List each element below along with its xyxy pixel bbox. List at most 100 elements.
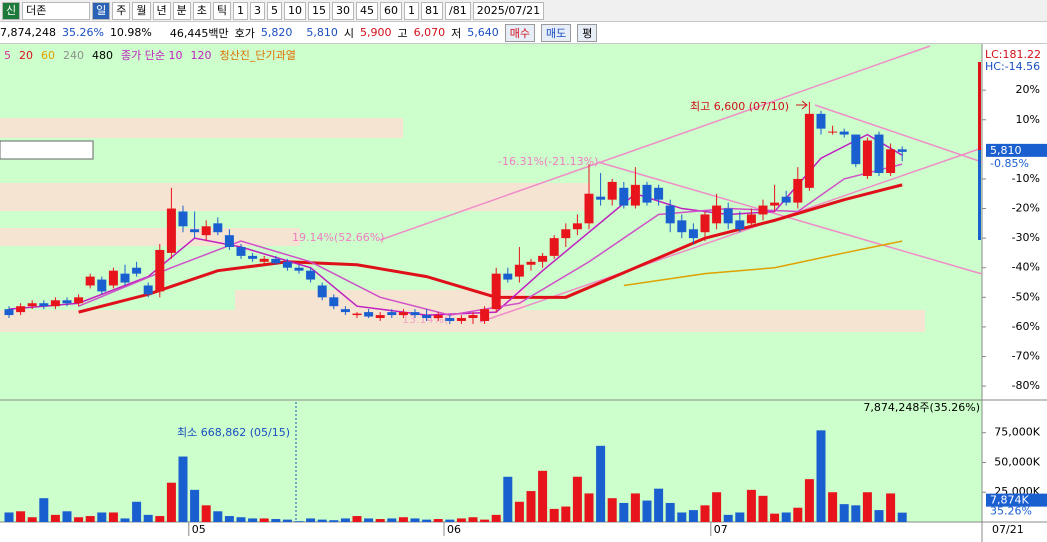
volume-bar	[398, 517, 408, 522]
volume-bar	[259, 518, 269, 522]
candle-body	[387, 312, 397, 316]
volume-bar	[306, 518, 316, 522]
candle-body	[654, 187, 664, 200]
price-pane	[0, 44, 982, 400]
volume-bar	[456, 518, 466, 522]
y-tick-label: -30%	[1012, 231, 1040, 244]
amount: 46,445백만	[169, 26, 229, 40]
x-tick-label: 05	[192, 523, 206, 536]
avg-button[interactable]: 평	[577, 23, 598, 42]
legend: 5 20 60 240 480 종가 단순 10 120 청산진_단기과열	[4, 49, 296, 62]
volume-bar	[561, 506, 571, 522]
volume-turnover-label: 35.26%	[990, 505, 1032, 518]
candle-body	[364, 312, 374, 317]
volume-profile	[0, 118, 925, 332]
candle-body	[62, 300, 72, 304]
legend-item: 120	[190, 49, 211, 62]
candle-body	[74, 297, 84, 304]
candle-body	[294, 267, 304, 271]
sell-button[interactable]: 매도	[541, 23, 572, 42]
candle-body	[607, 181, 617, 200]
toolbar-item[interactable]: 년	[152, 1, 171, 20]
open-label: 시	[343, 26, 354, 40]
volume-bar	[39, 498, 49, 522]
chart: 19.14%(52.66%) -16.31%(-21.13%) 13.14%(-…	[0, 44, 1047, 542]
moving-average	[78, 163, 903, 316]
toolbar-item[interactable]: 81	[421, 1, 443, 20]
volume-bar	[166, 482, 176, 522]
toolbar-item[interactable]: 월	[132, 1, 151, 20]
volume: 7,874,248	[0, 26, 56, 39]
legend-item: 5	[4, 49, 11, 62]
volume-bar	[572, 476, 582, 522]
toolbar-item[interactable]: 3	[250, 1, 265, 20]
toolbar-item[interactable]: 1	[404, 1, 419, 20]
candle-body	[166, 208, 176, 253]
candle-body	[178, 211, 188, 227]
candle-body	[4, 309, 14, 316]
profile-band	[0, 228, 300, 246]
candle-body	[735, 220, 745, 230]
toolbar-item[interactable]: 초	[192, 1, 211, 20]
candle-body	[39, 303, 49, 307]
y-tick-label: 20%	[1016, 83, 1040, 96]
candle-body	[572, 223, 582, 230]
input-box	[0, 140, 94, 160]
bid: 5,810	[306, 26, 338, 39]
legend-item: 종가 단순 10	[121, 49, 182, 62]
candle-body	[468, 315, 478, 319]
toolbar-item[interactable]: 60	[380, 1, 402, 20]
price-tag-label: 5,810	[990, 144, 1022, 157]
toolbar-item[interactable]: /81	[445, 1, 471, 20]
volume-bar	[317, 519, 327, 522]
toolbar-item[interactable]: 신	[2, 1, 21, 20]
candle-body	[213, 223, 223, 233]
volume-bar	[132, 501, 142, 522]
toolbar-item[interactable]: 30	[332, 1, 354, 20]
candle-body	[712, 205, 722, 224]
toolbar-item[interactable]: 분	[172, 1, 191, 20]
toolbar-item[interactable]: 5	[267, 1, 282, 20]
x-tick-label: 07/21	[992, 523, 1024, 536]
volume-bar	[630, 493, 640, 522]
y-tick-label: -50%	[1012, 290, 1040, 303]
toolbar-item[interactable]: 15	[308, 1, 330, 20]
volume-total: 7,874,248주(35.26%)	[863, 401, 980, 414]
candle-body	[16, 306, 26, 313]
y-tick-label: 50,000K	[994, 455, 1040, 468]
volume-bar	[758, 495, 768, 522]
volume-bar	[329, 520, 339, 522]
toolbar-item[interactable]: 2025/07/21	[472, 1, 545, 20]
toolbar-item[interactable]: 틱	[212, 1, 231, 20]
toolbar-item[interactable]: 45	[356, 1, 378, 20]
hc-label: HC:-14.56	[985, 60, 1040, 73]
profile-band	[0, 118, 403, 138]
y-tick-label: -80%	[1012, 379, 1040, 392]
y-tick-label: -40%	[1012, 261, 1040, 274]
high-annotation: 최고 6,600 (07/10)	[690, 100, 789, 113]
candle-body	[445, 318, 455, 321]
candle-body	[770, 202, 780, 206]
volume-bar	[236, 517, 246, 522]
candle-body	[526, 261, 536, 265]
low-label: 저	[451, 26, 462, 40]
candle-body	[85, 276, 95, 286]
change: 10.98%	[109, 26, 152, 39]
toolbar-item[interactable]: 일	[92, 1, 111, 20]
ask: 5,820	[260, 26, 293, 39]
toolbar-item[interactable]: 주	[112, 1, 131, 20]
candle-body	[433, 315, 443, 319]
volume-bar	[27, 517, 37, 522]
volume-bar	[294, 521, 304, 522]
toolbar-item[interactable]: 1	[233, 1, 248, 20]
volume-bar	[97, 512, 107, 522]
candle-body	[282, 261, 292, 268]
y-tick-label: -10%	[1012, 172, 1040, 185]
toolbar-item[interactable]: 10	[284, 1, 306, 20]
candle-body	[224, 235, 234, 248]
buy-button[interactable]: 매수	[504, 23, 535, 42]
volume-bar	[839, 504, 849, 522]
profile-band	[235, 290, 525, 310]
low: 5,640	[467, 26, 499, 39]
toolbar-item[interactable]: 더존	[22, 1, 91, 20]
